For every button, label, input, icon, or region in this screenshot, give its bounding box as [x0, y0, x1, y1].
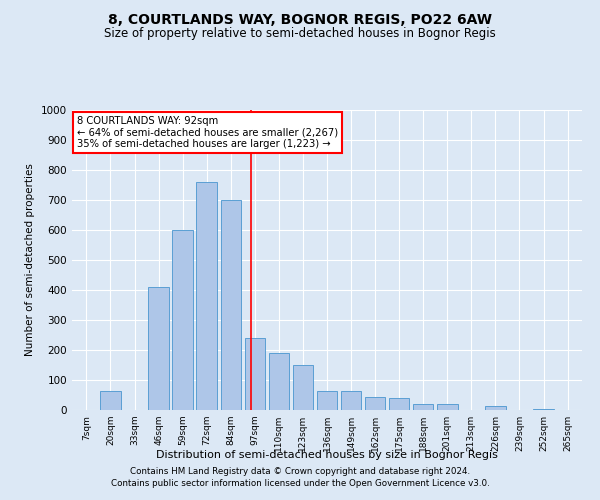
Text: Distribution of semi-detached houses by size in Bognor Regis: Distribution of semi-detached houses by … [156, 450, 498, 460]
Bar [413, 404, 433, 410]
Bar [365, 396, 385, 410]
Bar [389, 398, 409, 410]
Bar [293, 365, 313, 410]
Bar [269, 353, 289, 410]
Bar [317, 390, 337, 410]
Bar [533, 408, 554, 410]
Bar [341, 390, 361, 410]
Bar [196, 182, 217, 410]
Y-axis label: Number of semi-detached properties: Number of semi-detached properties [25, 164, 35, 356]
Bar [172, 230, 193, 410]
Bar [437, 404, 458, 410]
Text: 8 COURTLANDS WAY: 92sqm
← 64% of semi-detached houses are smaller (2,267)
35% of: 8 COURTLANDS WAY: 92sqm ← 64% of semi-de… [77, 116, 338, 149]
Bar [100, 390, 121, 410]
Text: Size of property relative to semi-detached houses in Bognor Regis: Size of property relative to semi-detach… [104, 28, 496, 40]
Text: Contains public sector information licensed under the Open Government Licence v3: Contains public sector information licen… [110, 478, 490, 488]
Bar [245, 338, 265, 410]
Bar [148, 287, 169, 410]
Text: Contains HM Land Registry data © Crown copyright and database right 2024.: Contains HM Land Registry data © Crown c… [130, 467, 470, 476]
Bar [221, 200, 241, 410]
Text: 8, COURTLANDS WAY, BOGNOR REGIS, PO22 6AW: 8, COURTLANDS WAY, BOGNOR REGIS, PO22 6A… [108, 12, 492, 26]
Bar [485, 406, 506, 410]
